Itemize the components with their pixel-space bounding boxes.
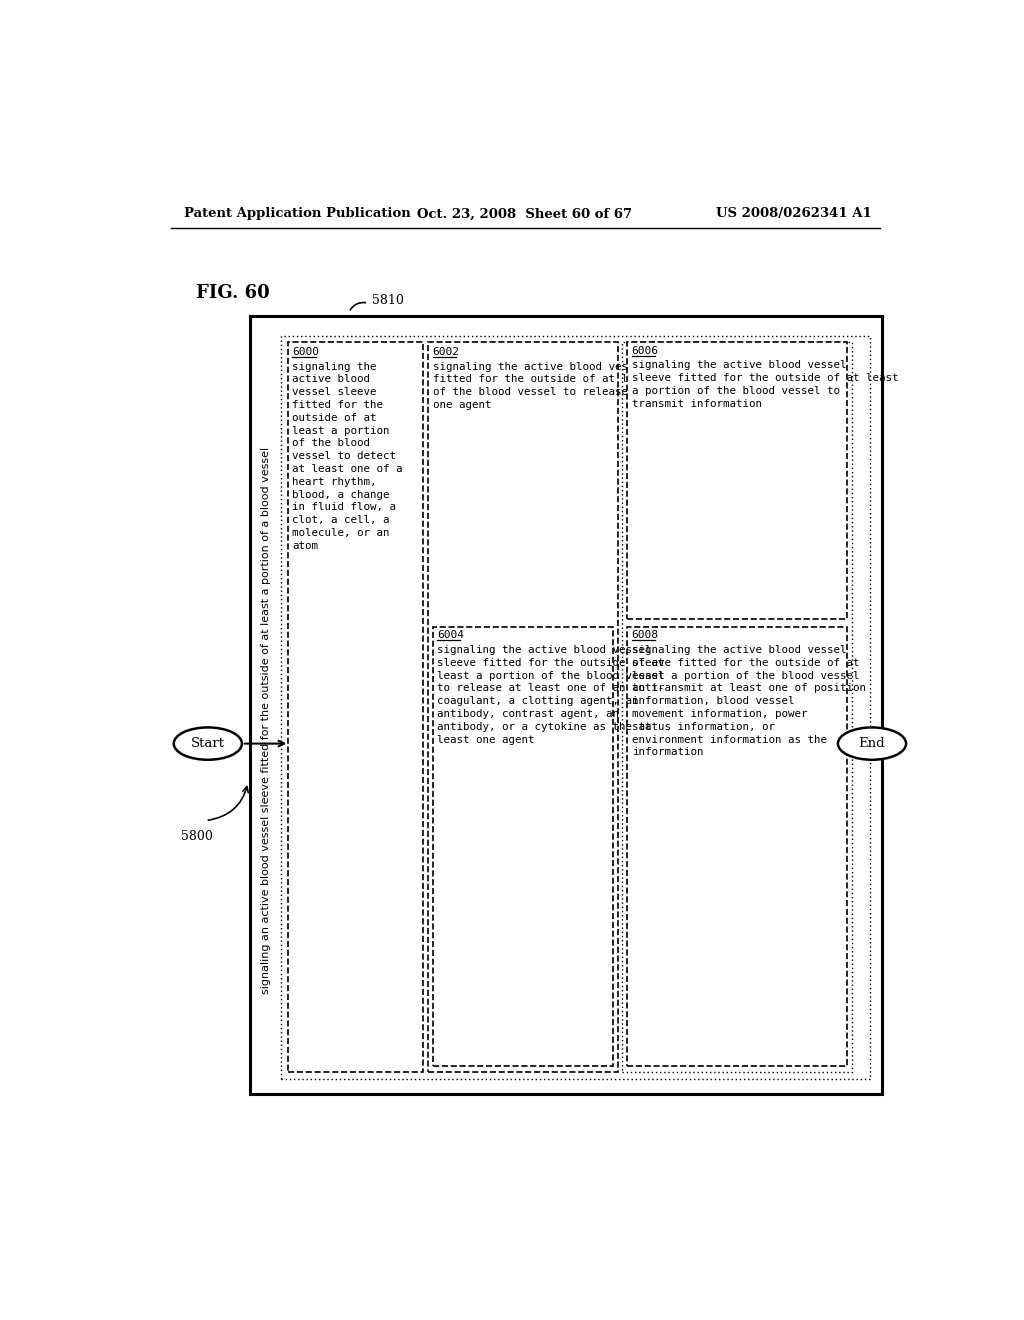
Bar <box>627 627 847 1067</box>
Text: 6002: 6002 <box>432 347 460 358</box>
Text: Start: Start <box>190 737 225 750</box>
Text: US 2008/0262341 A1: US 2008/0262341 A1 <box>716 207 872 220</box>
Bar <box>251 317 882 1094</box>
Bar <box>623 342 852 1072</box>
Text: 5800: 5800 <box>180 829 213 842</box>
Text: signaling the active blood vessel sleeve
fitted for the outside of at least a po: signaling the active blood vessel sleeve… <box>432 362 719 411</box>
Ellipse shape <box>838 727 906 760</box>
Text: Patent Application Publication: Patent Application Publication <box>183 207 411 220</box>
Bar <box>288 342 423 1072</box>
Text: signaling the active blood vessel
sleeve fitted for the outside of at least
a po: signaling the active blood vessel sleeve… <box>632 360 898 409</box>
Text: 6008: 6008 <box>632 631 658 640</box>
Text: Oct. 23, 2008  Sheet 60 of 67: Oct. 23, 2008 Sheet 60 of 67 <box>417 207 633 220</box>
Text: 5810: 5810 <box>372 294 404 308</box>
Text: End: End <box>859 737 886 750</box>
Bar <box>282 335 870 1078</box>
Bar <box>432 627 613 1067</box>
Text: signaling the active blood vessel
sleeve fitted for the outside of at
least a po: signaling the active blood vessel sleeve… <box>437 645 665 744</box>
Text: signaling the
active blood
vessel sleeve
fitted for the
outside of at
least a po: signaling the active blood vessel sleeve… <box>292 362 402 550</box>
Bar <box>627 342 847 619</box>
Text: 6006: 6006 <box>632 346 658 355</box>
Text: signaling an active blood vessel sleeve fitted for the outside of at least a por: signaling an active blood vessel sleeve … <box>261 447 271 994</box>
Bar <box>428 342 617 1072</box>
Text: FIG. 60: FIG. 60 <box>197 284 270 302</box>
Ellipse shape <box>174 727 242 760</box>
Text: 6004: 6004 <box>437 631 464 640</box>
Text: 6000: 6000 <box>292 347 319 358</box>
Text: signaling the active blood vessel
sleeve fitted for the outside of at
least a po: signaling the active blood vessel sleeve… <box>632 645 865 758</box>
